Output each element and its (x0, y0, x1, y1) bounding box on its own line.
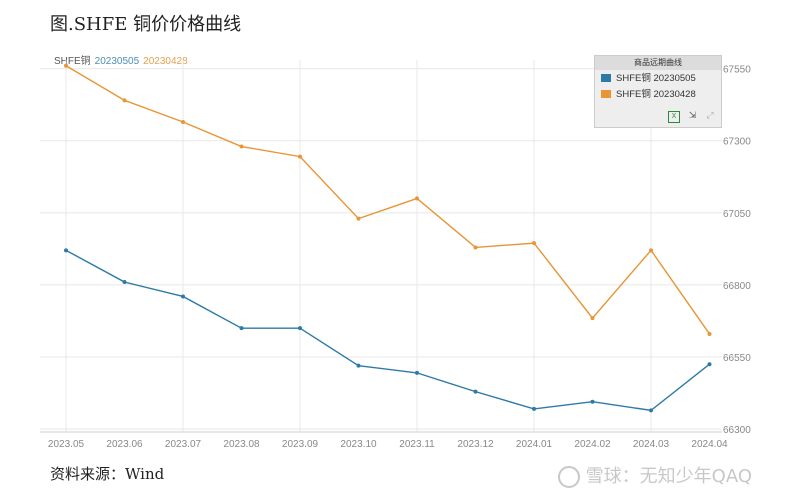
top-legend: SHFE铜 20230505 20230428 (54, 52, 192, 67)
data-point-series1 (415, 370, 419, 375)
data-point-series2 (239, 144, 244, 149)
data-point-series1 (122, 280, 127, 285)
top-legend-series1: 20230505 (94, 56, 140, 67)
x-tick-labels: 2023.05 2023.06 2023.07 2023.08 2023.09 2023.… (48, 439, 728, 450)
x-tick-label: 2023.09 (282, 439, 319, 450)
x-tick-label: 2023.05 (48, 439, 85, 450)
legend-swatch-series1 (601, 74, 611, 83)
data-point-series1 (473, 389, 478, 394)
data-point-series2 (122, 98, 127, 103)
data-point-series2 (298, 154, 302, 159)
snowball-logo-icon (557, 466, 580, 488)
data-point-series2 (590, 316, 595, 321)
legend-box: 商品远期曲线 SHFE铜 20230505 SHFE铜 20230428 X ⇲… (594, 55, 722, 128)
y-tick-label: 67300 (723, 137, 751, 148)
data-point-series1 (532, 406, 536, 411)
source-note: 资料来源：Wind (50, 465, 165, 483)
legend-label-series1: SHFE铜 20230505 (616, 73, 696, 84)
legend-item-series2[interactable]: SHFE铜 20230428 (595, 88, 721, 102)
x-tick-label: 2023.12 (457, 439, 494, 450)
data-point-series2 (356, 216, 361, 221)
data-point-series1 (707, 362, 712, 367)
top-legend-name: SHFE铜 (54, 56, 91, 67)
x-tick-label: 2024.03 (633, 439, 670, 450)
excel-icon[interactable]: X (667, 111, 680, 123)
x-tick-label: 2023.07 (165, 439, 202, 450)
data-point-series1 (181, 294, 185, 299)
legend-tools: X ⇲ ⤢ (663, 110, 715, 123)
figure-title: 图.SHFE 铜价价格曲线 (50, 14, 242, 35)
legend-box-title: 商品远期曲线 (595, 56, 721, 70)
y-tick-label: 67050 (723, 209, 751, 220)
data-point-series2 (707, 331, 712, 336)
series-layer (64, 63, 712, 413)
expand-icon[interactable]: ⤢ (706, 110, 714, 120)
watermark-text: 雪球：无知少年QAQ (585, 466, 752, 487)
legend-swatch-series2 (601, 90, 611, 99)
x-tick-label: 2024.02 (574, 439, 611, 450)
data-point-series2 (181, 120, 185, 124)
data-point-series2 (64, 63, 68, 68)
data-point-series2 (532, 241, 536, 246)
y-tick-label: 66800 (723, 281, 751, 292)
legend-item-series1[interactable]: SHFE铜 20230505 (595, 72, 721, 86)
data-point-series1 (649, 408, 653, 413)
data-point-series2 (473, 245, 478, 250)
y-tick-labels: 66300 66550 66800 67050 67300 67550 (723, 65, 751, 436)
data-point-series1 (356, 363, 361, 368)
data-point-series2 (415, 196, 419, 201)
x-tick-label: 2024.04 (691, 439, 728, 450)
data-point-series1 (298, 326, 302, 331)
x-tick-label: 2023.08 (223, 439, 260, 450)
x-tick-label: 2023.10 (340, 439, 377, 450)
series-line-1 (65, 249, 710, 412)
data-point-series1 (64, 248, 68, 253)
watermark: 雪球：无知少年QAQ (557, 462, 752, 488)
y-tick-label: 66300 (723, 425, 751, 436)
x-tick-label: 2023.11 (399, 439, 435, 450)
legend-label-series2: SHFE铜 20230428 (616, 89, 696, 100)
series-line-2 (65, 65, 711, 335)
top-legend-series2: 20230428 (143, 56, 188, 67)
data-point-series1 (590, 399, 595, 404)
data-point-series2 (649, 248, 653, 253)
x-tick-label: 2023.06 (106, 439, 143, 450)
chart-icon[interactable]: ⇲ (688, 110, 697, 120)
y-tick-label: 67550 (723, 65, 751, 76)
y-tick-label: 66550 (723, 353, 751, 364)
data-point-series1 (239, 326, 244, 331)
x-tick-label: 2024.01 (516, 439, 553, 450)
